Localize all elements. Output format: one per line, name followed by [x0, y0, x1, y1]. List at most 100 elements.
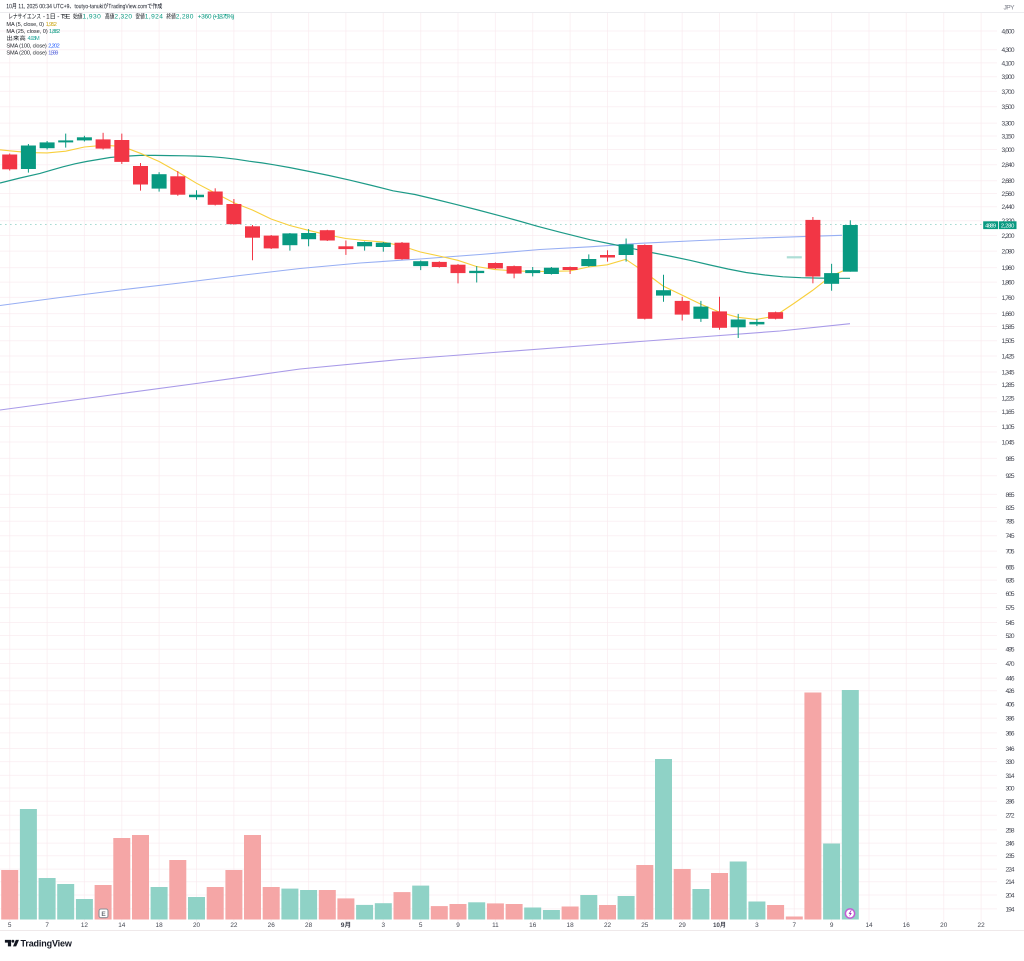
- svg-text:9: 9: [456, 922, 460, 929]
- svg-text:4,600: 4,600: [1002, 28, 1015, 35]
- svg-text:22: 22: [604, 922, 612, 929]
- svg-text:2,080: 2,080: [1002, 249, 1015, 256]
- svg-text:25: 25: [641, 922, 649, 929]
- svg-text:2,560: 2,560: [1002, 191, 1015, 198]
- svg-text:18: 18: [156, 922, 164, 929]
- svg-text:705: 705: [1006, 549, 1015, 556]
- svg-text:12: 12: [81, 922, 89, 929]
- svg-text:3,700: 3,700: [1002, 89, 1015, 96]
- svg-text:2,440: 2,440: [1002, 204, 1015, 211]
- svg-text:286: 286: [1006, 799, 1015, 806]
- svg-text:-: -: [57, 14, 59, 21]
- svg-text:1,105: 1,105: [1002, 424, 1015, 431]
- svg-text:3,300: 3,300: [1002, 121, 1015, 128]
- svg-text:258: 258: [1006, 827, 1015, 834]
- svg-text:470: 470: [1006, 661, 1015, 668]
- svg-text:204: 204: [1006, 892, 1015, 899]
- svg-text:3,500: 3,500: [1002, 104, 1015, 111]
- svg-text:JPY: JPY: [1004, 5, 1016, 12]
- svg-text:3: 3: [382, 922, 386, 929]
- svg-text:665: 665: [1006, 565, 1015, 572]
- svg-text:575: 575: [1006, 605, 1015, 612]
- svg-text:1,660: 1,660: [1002, 311, 1015, 318]
- svg-text:925: 925: [1006, 473, 1015, 480]
- svg-text:2,280: 2,280: [1001, 223, 1015, 229]
- svg-text:985: 985: [1006, 456, 1015, 463]
- svg-text:28: 28: [305, 922, 313, 929]
- svg-text:20: 20: [940, 922, 948, 929]
- svg-text:14: 14: [118, 922, 126, 929]
- svg-text:11: 11: [492, 922, 499, 929]
- svg-text:9: 9: [830, 922, 834, 929]
- svg-text:3,150: 3,150: [1002, 133, 1015, 140]
- svg-text:1,882: 1,882: [49, 29, 60, 35]
- svg-text:1,860: 1,860: [1002, 280, 1015, 287]
- svg-text:7: 7: [793, 922, 797, 929]
- svg-text:-: -: [43, 14, 45, 21]
- svg-text:1,225: 1,225: [1002, 395, 1015, 402]
- svg-text:785: 785: [1006, 519, 1015, 526]
- svg-text:865: 865: [1006, 492, 1015, 499]
- svg-text:1,599: 1,599: [48, 51, 58, 57]
- svg-text:TSE: TSE: [61, 14, 71, 21]
- svg-text:1,952: 1,952: [46, 22, 57, 28]
- svg-text:1,045: 1,045: [1002, 439, 1015, 446]
- svg-text:(+18.75%): (+18.75%): [213, 14, 235, 21]
- svg-text:5: 5: [419, 922, 423, 929]
- svg-text:330: 330: [1006, 759, 1015, 766]
- svg-text:5: 5: [8, 922, 12, 929]
- svg-text:314: 314: [1006, 773, 1015, 780]
- svg-text:16: 16: [903, 922, 911, 929]
- svg-text:1,924: 1,924: [145, 14, 163, 21]
- svg-text:635: 635: [1006, 578, 1015, 585]
- svg-text:2,680: 2,680: [1002, 178, 1015, 185]
- svg-text:MA (25, close, 0): MA (25, close, 0): [6, 29, 47, 35]
- svg-text:2,200: 2,200: [1002, 233, 1015, 240]
- svg-text:1,505: 1,505: [1002, 338, 1015, 345]
- svg-text:272: 272: [1006, 813, 1015, 820]
- svg-text:E: E: [101, 911, 106, 918]
- svg-text:26: 26: [268, 922, 276, 929]
- svg-text:235: 235: [1006, 853, 1015, 860]
- svg-text:825: 825: [1006, 505, 1015, 512]
- svg-text:18: 18: [567, 922, 575, 929]
- svg-text:300: 300: [1006, 785, 1015, 792]
- svg-text:545: 545: [1006, 620, 1015, 627]
- svg-text:1,760: 1,760: [1002, 295, 1015, 302]
- svg-text:4889: 4889: [985, 223, 996, 229]
- svg-text:MA (5, close, 0): MA (5, close, 0): [6, 22, 44, 28]
- svg-text:1,165: 1,165: [1002, 409, 1015, 416]
- svg-text:SMA (100, close): SMA (100, close): [6, 43, 47, 49]
- svg-text:1,930: 1,930: [83, 14, 102, 21]
- svg-text:2,840: 2,840: [1002, 162, 1015, 169]
- svg-text:1,345: 1,345: [1002, 369, 1015, 376]
- svg-text:29: 29: [679, 922, 687, 929]
- svg-text:346: 346: [1006, 746, 1015, 753]
- svg-text:3,000: 3,000: [1002, 147, 1015, 154]
- svg-text:4,300: 4,300: [1002, 47, 1015, 54]
- svg-text:1,585: 1,585: [1002, 324, 1015, 331]
- svg-text:2,280: 2,280: [176, 14, 194, 21]
- svg-text:16: 16: [529, 922, 537, 929]
- svg-text:446: 446: [1006, 676, 1015, 683]
- svg-text:2,320: 2,320: [114, 14, 132, 21]
- svg-text:406: 406: [1006, 702, 1015, 709]
- svg-text:426: 426: [1006, 688, 1015, 695]
- svg-text:4.93M: 4.93M: [28, 36, 41, 42]
- svg-text:3: 3: [755, 922, 759, 929]
- svg-text:+360: +360: [198, 14, 212, 21]
- svg-text:1,285: 1,285: [1002, 382, 1015, 389]
- svg-text:495: 495: [1006, 647, 1015, 654]
- svg-text:22: 22: [230, 922, 238, 929]
- svg-text:2,202: 2,202: [48, 43, 59, 49]
- svg-text:224: 224: [1006, 867, 1015, 874]
- svg-text:386: 386: [1006, 716, 1015, 723]
- svg-text:20: 20: [193, 922, 201, 929]
- svg-text:4,100: 4,100: [1002, 60, 1015, 67]
- svg-text:246: 246: [1006, 841, 1015, 848]
- svg-text:214: 214: [1006, 879, 1015, 886]
- svg-text:605: 605: [1006, 591, 1015, 598]
- svg-text:22: 22: [978, 922, 986, 929]
- svg-text:194: 194: [1006, 906, 1015, 913]
- svg-text:14: 14: [865, 922, 873, 929]
